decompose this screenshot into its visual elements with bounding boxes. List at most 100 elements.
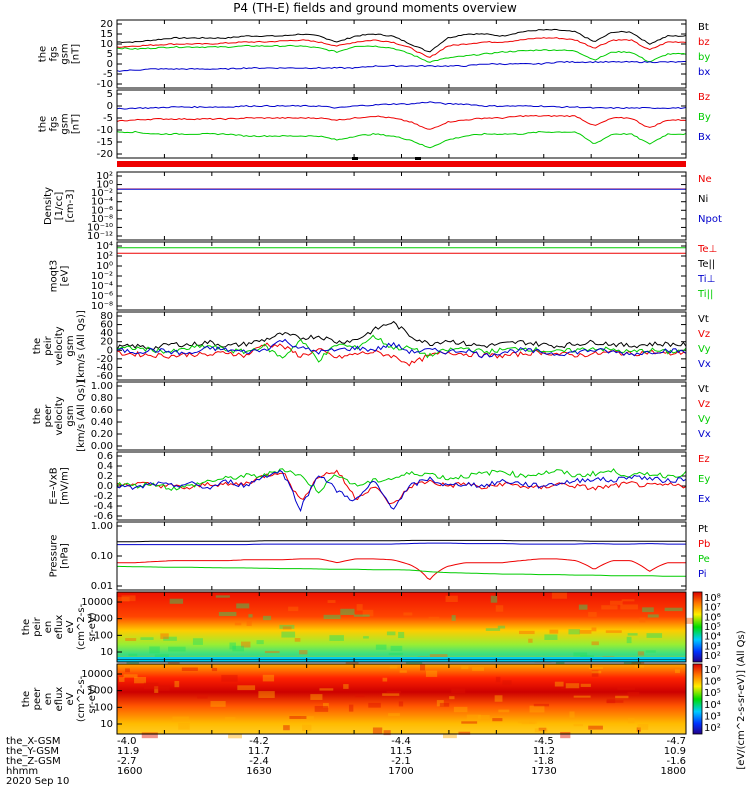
colorbar-tick-label: 10⁷ [704,665,721,676]
spectrogram-cell [533,703,550,707]
orbit-row-value: 11.9 [117,746,139,757]
spectrogram-cell [615,695,629,699]
spectrogram-cell [294,638,301,642]
spectrogram-cell [451,615,456,621]
spectrogram-cell [390,645,403,651]
legend-label: bx [698,67,710,78]
colorbar-tick-label: 10⁶ [704,612,721,623]
spectrogram-cell [428,616,440,619]
spectrogram-cell [436,700,444,707]
spectrogram-cell [568,629,580,635]
y-tick-label: 10⁴ [96,241,113,252]
spectrogram-cell [128,653,138,657]
legend-label: Ti|| [697,289,713,300]
y-axis-label-line: the [21,691,32,707]
y-tick-label: 0.4 [97,461,113,472]
spectrogram-cell [323,703,329,708]
spectrogram-cell [319,688,334,691]
panel-frame [116,381,687,451]
legend-label: Pb [698,539,710,550]
series-line-by [116,44,687,63]
y-axis-label-line: fgs [49,116,60,131]
spectrogram-cell [495,676,501,683]
spectrogram-cell [163,636,177,641]
spectrogram-cell [314,705,329,712]
spectrogram-cell [399,670,407,673]
spectrogram-cell [368,702,381,708]
y-tick-label: 15 [100,29,113,40]
spectrogram-cell [236,603,250,609]
legend-label: Ni [698,194,708,205]
spectrogram-cell [263,615,272,621]
spectrogram-cell [246,620,252,627]
legend-label: By [698,112,711,123]
spectrogram-cell [389,665,398,669]
spectrogram-cell [528,638,533,643]
colorbar-tick-label: 10⁷ [704,603,721,614]
spectrogram-cell [386,631,396,636]
spectrogram-cell [601,605,618,610]
spectrogram-cell [429,654,448,660]
spectrogram-cell [264,650,280,654]
legend-label: Pi [698,569,707,580]
spectrogram-cell [348,704,354,712]
colorbar-tick-label: 10⁸ [704,593,721,604]
legend-label: bz [698,37,710,48]
spectrogram-cell [229,642,236,650]
spectrogram-cell [472,667,485,671]
y-axis-label: thepeerenefluxeV(cm^2-s-sr-eV) [21,675,98,722]
orbit-row-value: -4.0 [117,736,137,747]
y-tick-label: 0.60 [91,405,113,416]
y-tick-label: 10⁻⁴ [91,281,113,292]
spectrogram-cell [237,685,256,691]
spectrogram-cell [627,633,638,636]
spectrogram-cell [647,614,659,618]
spectrogram-cell [534,728,548,733]
panel-frame [116,19,687,89]
spectrogram-cell [442,733,457,739]
panels-group: 20151050-5-10thefgsgsm[nT]Btbzbybx50-5-1… [6,19,747,787]
spectrogram-cell [403,612,413,616]
spectrogram-cell [211,667,218,672]
legend-label: Vz [698,399,710,410]
y-tick-label: 0 [107,59,113,70]
y-axis-label-line: sr-eV) [87,612,98,641]
y-tick-label: 80 [100,311,113,322]
spectrogram-cell [664,607,683,612]
colorbar-tick-label: 10² [704,651,721,662]
spectrogram-cell [626,636,632,644]
colorbar-tick-label: 10⁶ [704,677,721,688]
spectrogram-cell [375,644,387,650]
y-tick-label: 10⁻¹² [87,231,113,242]
spectrogram-cell [300,716,314,721]
series-line-vy [116,334,687,363]
spectrogram-cell [168,646,186,652]
spectrogram-cell [279,624,295,629]
spectrogram-cell [492,718,503,722]
spectrogram-cell [218,611,237,617]
spectrogram-cell [388,652,403,656]
spectrogram-cell [425,670,438,677]
spectrogram-cell [573,723,584,727]
y-tick-label: 20 [100,19,113,30]
legend-label: Vy [698,414,711,425]
series-line-vt [116,320,687,351]
spectrogram-cell [288,606,299,612]
y-tick-label: 10 [100,39,113,50]
y-tick-label: 0 [107,101,113,112]
orbit-row-value: 1600 [117,766,142,777]
spectrogram-cell [210,701,226,707]
orbit-row-label: the_Z-GSM [6,756,61,767]
spectrogram-cell [323,614,341,620]
spectrogram-cell [118,677,125,682]
legend-label: Te⊥ [697,244,717,255]
colorbar [692,663,703,735]
spectrogram-cell [573,695,591,698]
series-line-pt [117,539,686,543]
spectrogram-cell [551,592,567,599]
status-bar [117,161,686,167]
spectrogram-cell [519,630,535,635]
y-tick-label: -0.6 [93,511,113,522]
y-tick-label: 10⁻⁶ [91,291,113,302]
